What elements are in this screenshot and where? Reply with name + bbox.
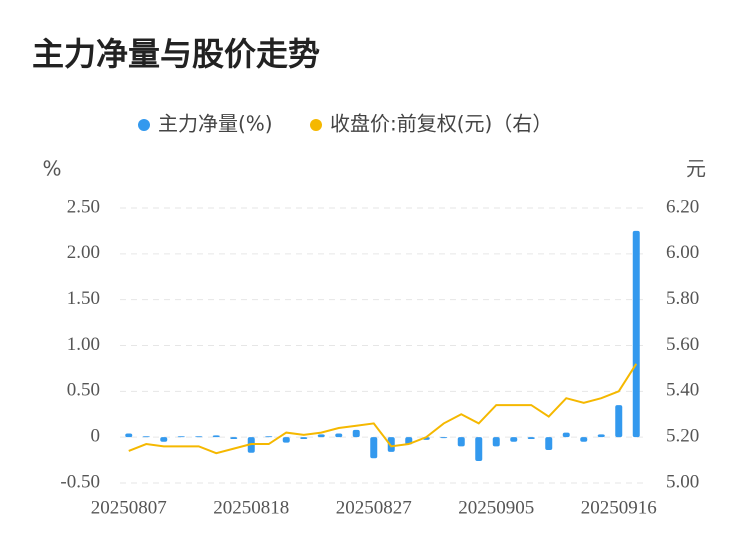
y2-tick-label: 5.00: [666, 471, 699, 492]
bar: [457, 437, 465, 447]
bar: [387, 437, 395, 452]
bar: [230, 437, 238, 439]
y2-tick-label: 6.00: [666, 242, 699, 263]
bar: [160, 437, 168, 442]
bar: [580, 437, 588, 442]
y2-tick-label: 5.80: [666, 288, 699, 309]
legend-label: 主力净量(%): [158, 112, 273, 136]
y-axis-label: %: [42, 157, 61, 181]
y2-axis-label: 元: [686, 157, 706, 181]
bar: [632, 230, 640, 438]
y2-tick-label: 6.20: [666, 196, 699, 217]
y-tick-label: 0.50: [67, 380, 100, 401]
bar: [527, 437, 535, 439]
bar: [142, 436, 150, 438]
y-tick-label: 2.50: [67, 196, 100, 217]
bar: [597, 434, 605, 438]
bar: [335, 433, 343, 438]
bar: [195, 436, 203, 438]
bar: [510, 437, 518, 442]
x-tick-label: 20250818: [213, 497, 289, 518]
y-tick-label: -0.50: [60, 471, 100, 492]
y-tick-label: 2.00: [67, 242, 100, 263]
bar: [492, 437, 500, 447]
bar: [300, 437, 308, 439]
x-tick-label: 20250807: [91, 497, 167, 518]
bar: [615, 405, 623, 438]
bar: [317, 434, 325, 438]
y-tick-label: 1.00: [67, 334, 100, 355]
legend-marker: [310, 119, 322, 131]
bar: [545, 437, 553, 450]
bar: [352, 429, 360, 438]
legend-label: 收盘价:前复权(元)（右）: [330, 112, 552, 136]
y-tick-label: 0: [91, 426, 101, 447]
bar: [475, 437, 483, 461]
price-line: [128, 363, 638, 455]
bar: [282, 437, 290, 443]
bar: [265, 436, 273, 438]
bar: [125, 433, 133, 438]
y2-tick-label: 5.20: [666, 426, 699, 447]
x-tick-label: 20250916: [581, 497, 657, 518]
x-tick-label: 20250905: [458, 497, 534, 518]
y2-tick-label: 5.60: [666, 334, 699, 355]
x-tick-label: 20250827: [336, 497, 412, 518]
bar: [212, 435, 220, 438]
y2-tick-label: 5.40: [666, 380, 699, 401]
bar: [440, 437, 448, 439]
legend-marker: [138, 119, 150, 131]
bar: [370, 437, 378, 459]
chart-title: 主力净量与股价走势: [32, 35, 320, 73]
bar: [177, 436, 185, 438]
y-tick-label: 1.50: [67, 288, 100, 309]
bar: [562, 432, 570, 438]
